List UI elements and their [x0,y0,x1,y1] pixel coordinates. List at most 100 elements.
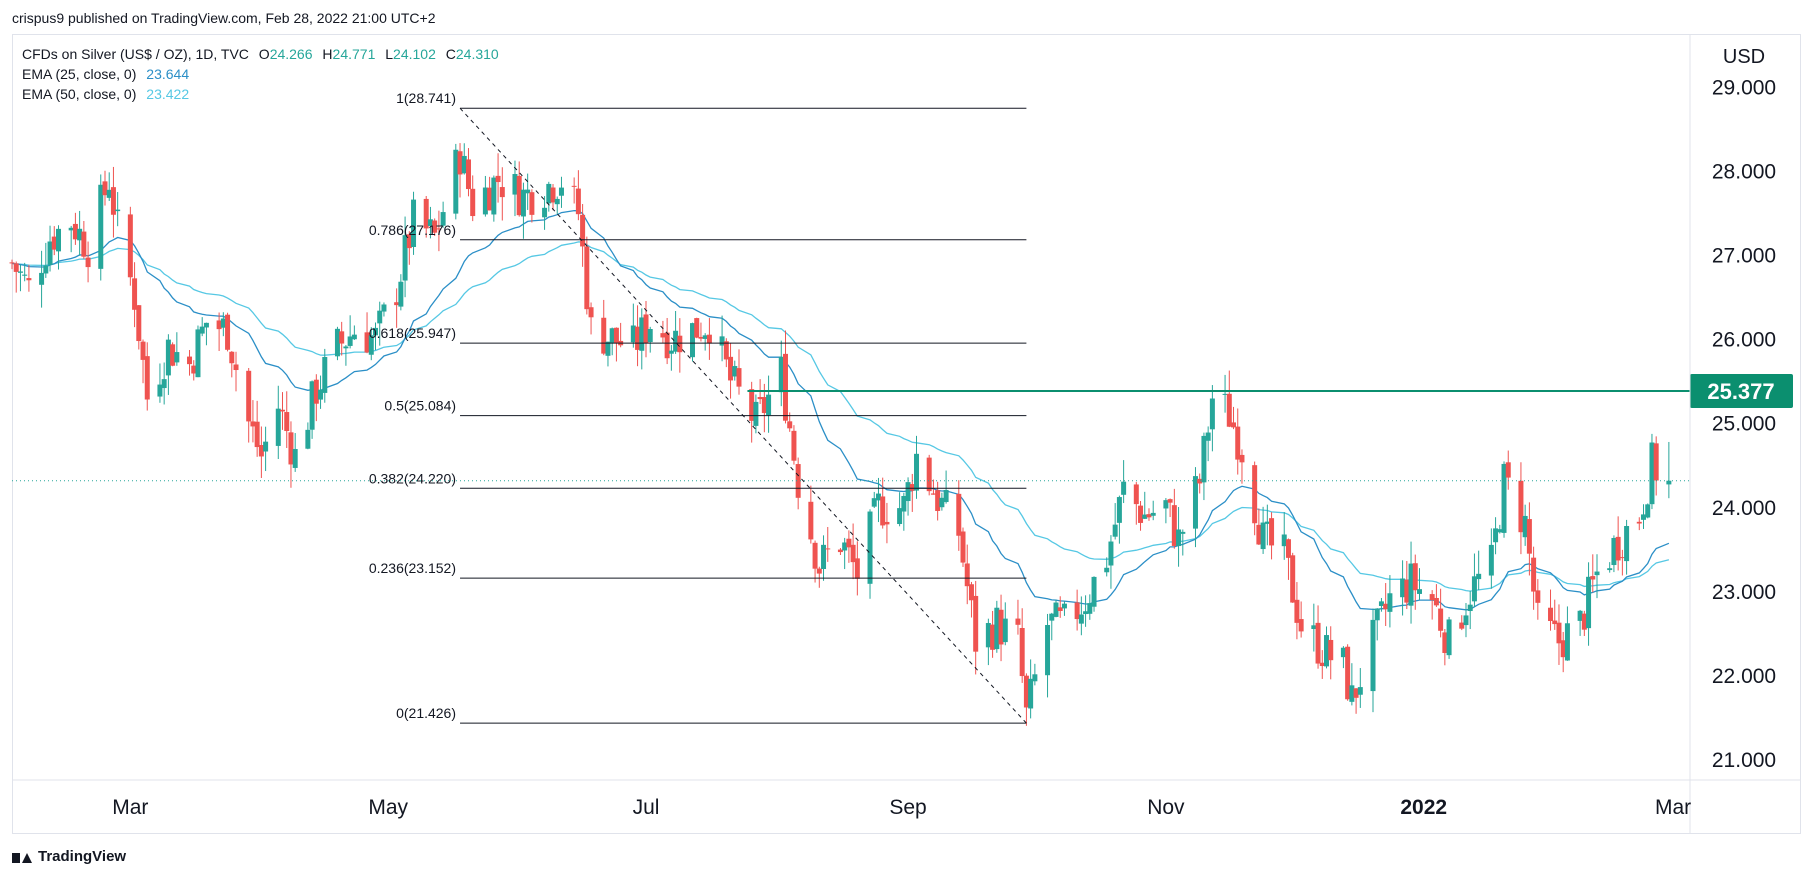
candle-body [1619,557,1625,559]
time-tick-label: Mar [112,796,148,819]
candle-body [960,531,966,563]
candle-body [1353,688,1359,698]
candle-body [246,370,252,422]
candle-body [110,187,116,215]
candle-body [347,336,353,346]
candle-body [1260,522,1266,550]
candle-body [1142,514,1148,519]
candle-body [368,335,374,355]
candle-body [753,401,759,426]
candle-body [305,429,311,449]
candle-body [453,149,459,214]
candle-body [275,408,281,446]
candle-body [939,497,945,508]
candle-body [1290,555,1296,603]
candle-body [1112,524,1118,537]
ema25-legend-row[interactable]: EMA (25, close, 0) 23.644 [22,64,499,84]
candle-body [411,199,417,248]
candle-body [263,441,269,452]
candle-body [1666,480,1672,485]
candle-body [930,493,936,495]
candle-body [1226,393,1232,427]
candle-body [1180,531,1186,534]
candle-body [1298,619,1304,632]
candle-body [225,314,231,350]
candle-body [516,175,522,216]
candle-body [491,177,497,215]
candle-body [1197,478,1203,484]
candle-body [398,281,404,307]
candle-body [351,334,357,340]
tradingview-footer[interactable]: TradingView [12,848,126,865]
candle-body [81,231,87,257]
candle-body [436,228,442,230]
candle-body [77,228,83,241]
candle-body [1560,640,1566,658]
candle-body [157,384,163,397]
candle-body [985,623,991,648]
candle-body [990,624,996,650]
price-tick-label: 24.000 [1712,497,1776,520]
horizontal-level-tag [1690,374,1793,409]
candle-body [1624,526,1630,562]
candle-body [318,389,324,400]
candle-body [1015,618,1021,625]
candle-body [339,331,345,344]
time-tick-label: Sep [889,796,926,819]
candle-body [1404,579,1410,603]
candle-body [1264,521,1270,524]
candle-body [1594,571,1600,576]
low-value: 24.102 [393,46,436,62]
candle-body [381,304,387,312]
candle-body [402,235,408,281]
candle-body [1581,613,1587,630]
candle-body [334,328,340,357]
candle-body [1370,619,1376,692]
candle-body [1116,497,1122,523]
candle-body [1281,534,1287,547]
candle-body [1349,685,1355,702]
candle-body [1049,613,1055,621]
candle-body [909,484,915,491]
symbol-legend-row[interactable]: CFDs on Silver (US$ / OZ), 1D, TVC O24.2… [22,44,499,64]
candle-body [973,595,979,652]
candle-body [102,181,108,196]
candle-body [956,493,962,536]
candle-body [1493,528,1499,543]
candle-body [1269,518,1275,546]
candle-body [525,189,531,194]
candle-body [394,302,400,306]
close-label: C [445,46,456,62]
candle-body [499,187,505,198]
fib-level-label: 0(21.426) [396,705,456,721]
price-tick-label: 21.000 [1712,749,1776,772]
candle-body [1505,462,1511,478]
candle-body [660,333,666,338]
candle-body [837,549,843,553]
low-label: L [385,46,394,62]
candle-body [55,228,61,252]
candle-body [51,236,57,250]
candle-body [588,307,594,318]
candle-body [1256,524,1262,545]
candle-body [580,214,586,247]
candle-body [901,496,907,512]
candle-body [1645,504,1651,518]
tradingview-brand: TradingView [38,848,127,865]
candle-body [875,493,881,501]
candle-body [1488,544,1494,576]
candle-body [520,189,526,217]
chart-legend: CFDs on Silver (US$ / OZ), 1D, TVC O24.2… [22,44,499,104]
candle-body [635,326,641,350]
ema50-legend-row[interactable]: EMA (50, close, 0) 23.422 [22,84,499,104]
candle-body [364,332,370,353]
candle-body [1192,476,1198,529]
price-tick-label: 28.000 [1712,161,1776,184]
candle-body [85,257,91,268]
candle-body [1378,601,1384,606]
candle-body [1374,608,1380,621]
candle-body [440,212,446,226]
candle-body [668,350,674,354]
candle-body [1163,500,1169,509]
